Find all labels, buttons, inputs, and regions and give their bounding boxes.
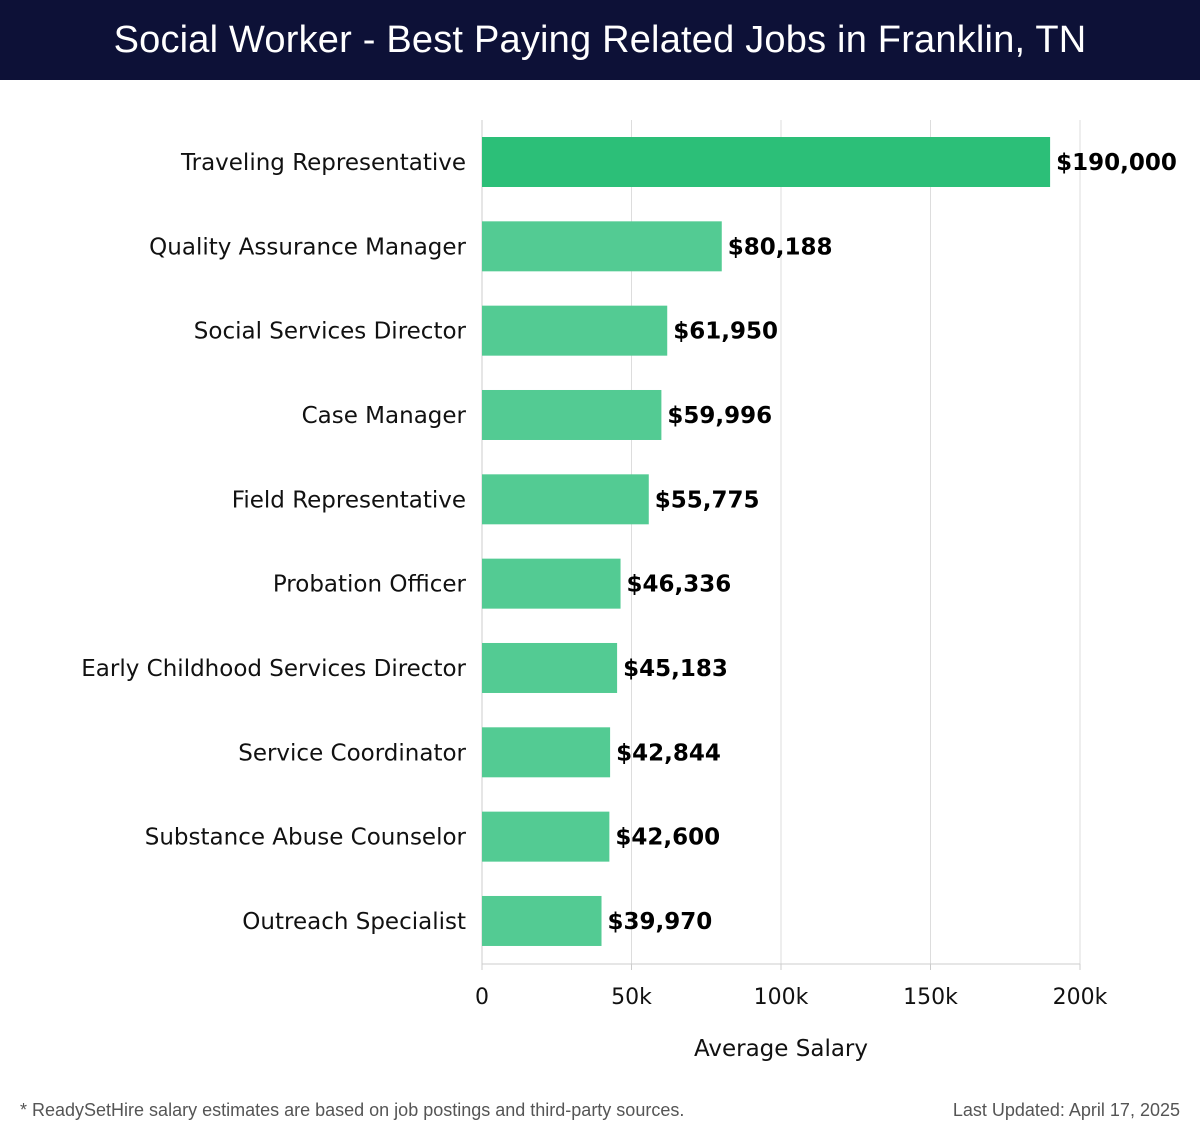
category-label: Probation Officer xyxy=(273,572,467,598)
last-updated: Last Updated: April 17, 2025 xyxy=(952,1100,1180,1120)
bar xyxy=(482,558,621,609)
value-label: $39,970 xyxy=(608,909,713,935)
value-label: $42,600 xyxy=(615,825,720,851)
category-label: Substance Abuse Counselor xyxy=(145,825,467,851)
bar xyxy=(482,137,1051,187)
value-label: $45,183 xyxy=(623,656,728,682)
value-label: $46,336 xyxy=(627,572,732,598)
x-axis-title: Average Salary xyxy=(694,1036,868,1062)
value-label: $61,950 xyxy=(673,319,778,345)
category-label: Case Manager xyxy=(302,403,467,429)
bar xyxy=(482,727,611,778)
value-label: $190,000 xyxy=(1056,150,1177,176)
category-label: Service Coordinator xyxy=(238,740,466,766)
value-label: $55,775 xyxy=(655,487,760,513)
bar-chart: 0 50k 100k 150k 200k Traveling Representative… xyxy=(81,120,1177,1062)
value-label: $80,188 xyxy=(728,234,833,260)
chart-header: Social Worker - Best Paying Related Jobs… xyxy=(0,0,1200,80)
x-tick-label: 50k xyxy=(611,985,652,1010)
bar xyxy=(482,305,668,356)
bar xyxy=(482,474,649,525)
category-label: Field Representative xyxy=(232,487,466,513)
bar xyxy=(482,895,602,946)
value-label: $42,844 xyxy=(616,740,721,766)
x-tick-label: 100k xyxy=(754,985,809,1010)
category-label: Early Childhood Services Director xyxy=(81,656,466,682)
x-tick-label: 150k xyxy=(903,985,958,1010)
category-label: Social Services Director xyxy=(194,319,467,345)
category-label: Outreach Specialist xyxy=(242,909,466,935)
category-label: Quality Assurance Manager xyxy=(149,234,466,260)
footer-note: * ReadySetHire salary estimates are base… xyxy=(20,1100,685,1120)
bar xyxy=(482,811,610,862)
value-label: $59,996 xyxy=(667,403,772,429)
bar xyxy=(482,642,618,693)
bar xyxy=(482,389,662,440)
bar xyxy=(482,221,722,272)
chart-title: Social Worker - Best Paying Related Jobs… xyxy=(113,18,1087,61)
x-tick-label: 0 xyxy=(475,985,489,1010)
x-tick-label: 200k xyxy=(1053,985,1108,1010)
category-label: Traveling Representative xyxy=(180,150,466,176)
